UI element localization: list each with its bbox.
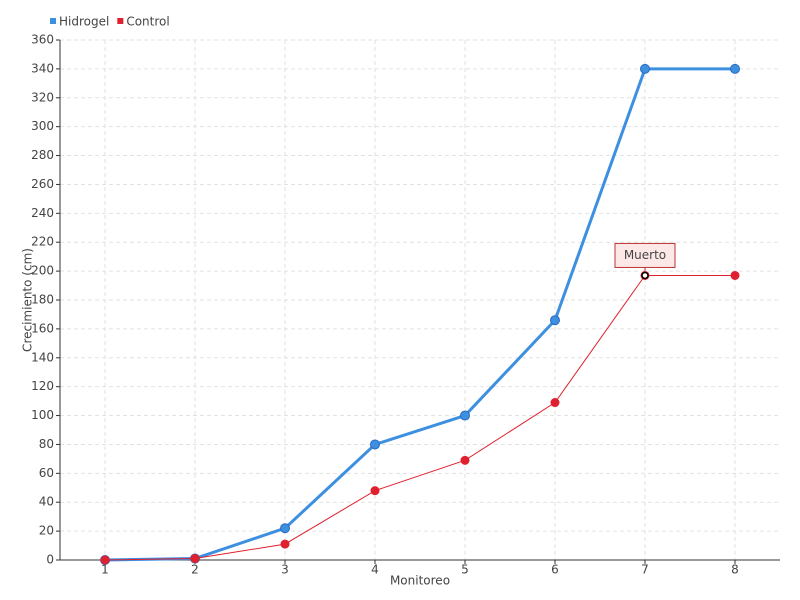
y-axis-label: Crecimiento (cm) [21, 248, 35, 352]
y-tick-label: 160 [31, 321, 54, 335]
y-tick-label: 340 [31, 61, 54, 75]
y-tick-label: 120 [31, 379, 54, 393]
legend-label: Hidrogel [59, 15, 109, 29]
y-tick-label: 140 [31, 350, 54, 364]
y-tick-label: 180 [31, 293, 54, 307]
y-tick-label: 360 [31, 33, 54, 47]
y-tick-label: 200 [31, 264, 54, 278]
x-tick-label: 2 [191, 563, 199, 577]
legend-label: Control [126, 15, 169, 29]
y-tick-label: 0 [46, 553, 54, 567]
y-tick-label: 300 [31, 119, 54, 133]
annotation-text: Muerto [624, 248, 666, 262]
data-point [550, 315, 560, 326]
y-tick-label: 100 [31, 408, 54, 422]
series-line [104, 67, 735, 562]
y-tick-label: 20 [39, 524, 54, 538]
legend-swatch [50, 18, 56, 24]
y-tick-label: 240 [31, 206, 54, 220]
x-tick-label: 6 [551, 563, 559, 577]
data-point [280, 523, 290, 534]
x-tick-label: 4 [371, 563, 379, 577]
data-point [460, 455, 470, 465]
series-line [104, 274, 735, 561]
y-tick-label: 40 [39, 495, 54, 509]
annotation-box [614, 242, 676, 268]
y-tick-label: 260 [31, 177, 54, 191]
data-point [550, 398, 560, 408]
x-tick-label: 5 [461, 563, 469, 577]
y-tick-label: 280 [31, 148, 54, 162]
data-point [370, 439, 380, 450]
y-tick-label: 320 [31, 90, 54, 104]
data-point [730, 270, 740, 280]
data-point [460, 410, 470, 421]
legend-swatch [117, 18, 124, 24]
data-point [100, 555, 110, 565]
data-point [640, 63, 650, 74]
y-tick-label: 80 [39, 437, 54, 451]
data-point [280, 539, 290, 549]
x-tick-label: 3 [281, 563, 289, 577]
y-tick-label: 220 [31, 235, 54, 249]
annotation-marker [641, 271, 649, 280]
data-point [190, 554, 200, 564]
data-point [370, 486, 380, 496]
x-tick-label: 8 [731, 563, 739, 577]
x-tick-label: 7 [641, 563, 649, 577]
y-tick-label: 60 [39, 466, 54, 480]
x-axis-label: Monitoreo [390, 574, 450, 588]
x-tick-label: 1 [101, 563, 109, 577]
data-point [730, 63, 740, 74]
